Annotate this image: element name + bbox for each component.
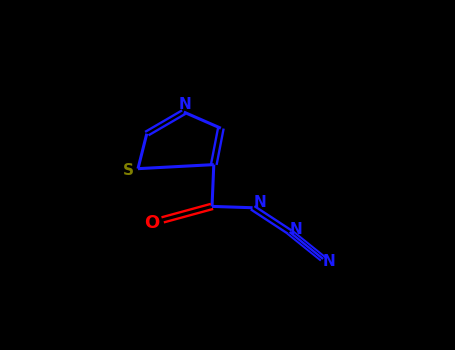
Text: S: S — [122, 162, 134, 177]
Text: N: N — [289, 222, 302, 237]
Text: O: O — [144, 214, 160, 232]
Text: N: N — [323, 254, 336, 268]
Text: N: N — [254, 195, 267, 210]
Text: N: N — [178, 97, 191, 112]
